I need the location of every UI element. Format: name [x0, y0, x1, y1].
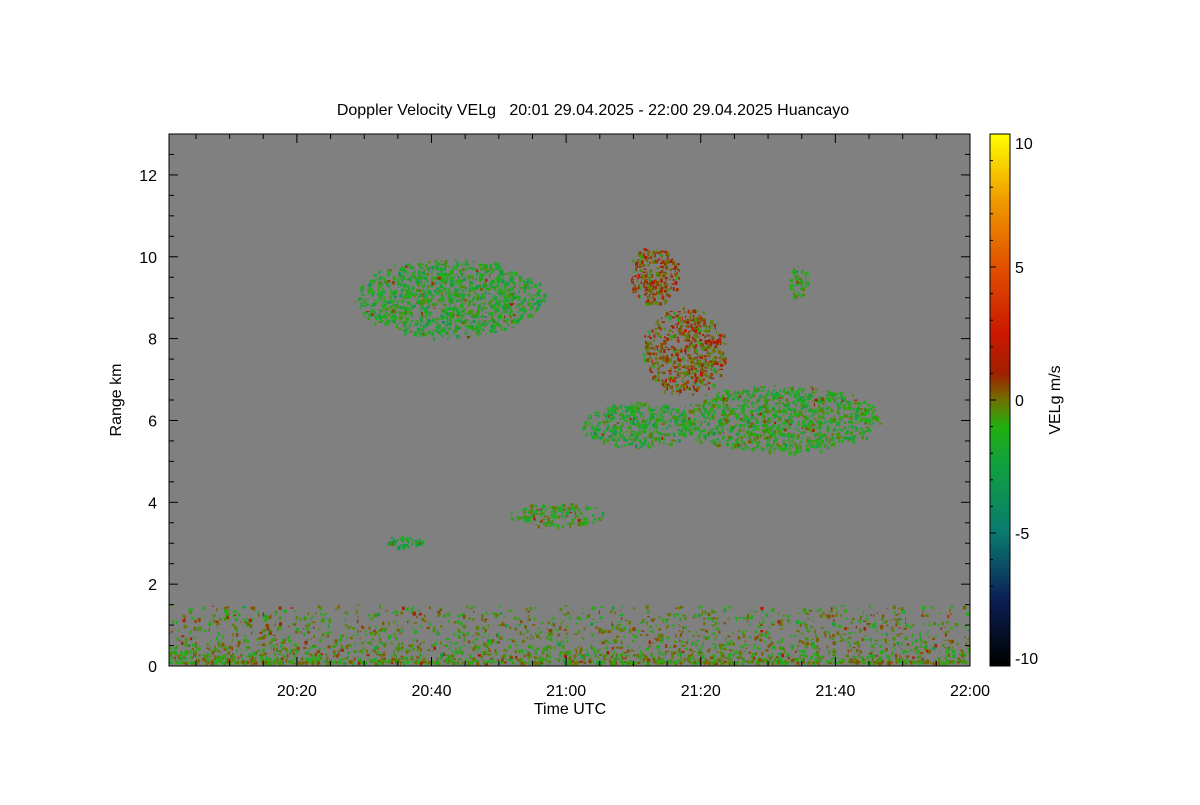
x-tick-label: 21:40 [815, 683, 855, 700]
y-tick-label: 4 [148, 495, 157, 512]
y-axis-label: Range km [108, 364, 125, 437]
chart-title: Doppler Velocity VELg 20:01 29.04.2025 -… [337, 102, 849, 119]
x-tick-label: 20:20 [277, 683, 317, 700]
colorbar-tick-label: 5 [1015, 260, 1024, 277]
y-tick-label: 12 [139, 168, 157, 185]
x-tick-label: 21:20 [681, 683, 721, 700]
y-tick-label: 0 [148, 659, 157, 676]
plot-background [169, 134, 970, 666]
x-tick-label: 22:00 [950, 683, 990, 700]
x-tick-label: 20:40 [411, 683, 451, 700]
colorbar-tick-label: 10 [1015, 136, 1033, 153]
y-tick-label: 10 [139, 250, 157, 267]
x-axis-label: Time UTC [534, 701, 606, 718]
colorbar-tick-label: -10 [1015, 651, 1038, 668]
colorbar-tick-label: -5 [1015, 526, 1029, 543]
colorbar-tick-label: 0 [1015, 393, 1024, 410]
colorbar-label: VELg m/s [1047, 365, 1064, 434]
x-tick-label: 21:00 [546, 683, 586, 700]
y-tick-label: 2 [148, 577, 157, 594]
y-tick-label: 6 [148, 413, 157, 430]
y-tick-label: 8 [148, 332, 157, 349]
